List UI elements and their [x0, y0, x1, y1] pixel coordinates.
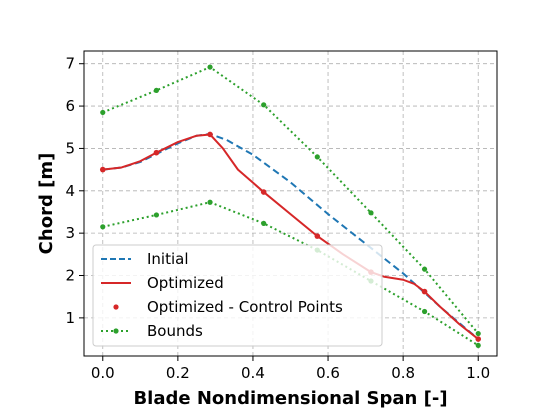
x-tick-label: 0.6	[316, 364, 340, 382]
lower-bound-point	[421, 308, 428, 315]
y-tick-label: 4	[65, 182, 75, 200]
y-tick-label: 1	[65, 309, 75, 327]
lower-bound-point	[153, 212, 160, 218]
legend-optimized-label: Optimized	[147, 274, 224, 292]
y-tick-label: 3	[65, 224, 75, 242]
y-tick-label: 5	[65, 139, 75, 157]
control-point	[260, 189, 267, 195]
series-layer	[99, 64, 482, 349]
upper-bound-point	[207, 64, 213, 70]
x-tick-label: 0.2	[166, 364, 190, 382]
upper-bound-point	[475, 330, 481, 337]
lower-bound-point	[261, 220, 267, 227]
y-axis-label: Chord [m]	[36, 153, 57, 255]
legend: Initial Optimized Optimized - Control Po…	[92, 244, 383, 347]
control-point	[314, 233, 321, 239]
y-tick-label: 6	[65, 97, 75, 115]
legend-initial-label: Initial	[147, 250, 189, 268]
lower-bound-line	[102, 201, 479, 347]
x-tick-label: 0.0	[91, 364, 115, 382]
upper-bound-point	[314, 154, 320, 160]
upper-bound-point	[153, 87, 160, 93]
legend-control-points-swatch	[113, 304, 119, 310]
x-tick-label: 0.4	[241, 364, 265, 382]
legend-bounds-marker	[113, 328, 119, 334]
control-point	[207, 131, 213, 138]
control-point	[475, 336, 482, 342]
y-tick-label: 7	[65, 55, 75, 73]
lower-bound-point	[475, 342, 481, 349]
upper-bound-point	[421, 266, 428, 272]
lower-bound-point	[207, 199, 213, 205]
upper-bound-point	[368, 210, 374, 216]
plot-frame	[83, 50, 498, 357]
y-tick-label: 2	[65, 267, 75, 285]
x-tick-label: 0.8	[391, 364, 415, 382]
upper-bound-point	[100, 109, 106, 116]
lower-bound-point	[100, 224, 106, 230]
x-axis-label: Blade Nondimensional Span [-]	[133, 388, 447, 409]
x-tick-label: 1.0	[466, 364, 490, 382]
control-point	[99, 166, 106, 173]
control-point	[153, 149, 160, 156]
ticks: 0.0 0.2 0.4 0.6 0.8 1.0 1 2 3 4 5 6 7	[65, 55, 490, 382]
legend-bounds-label: Bounds	[147, 322, 203, 340]
legend-box	[92, 244, 383, 347]
upper-bound-point	[261, 102, 267, 108]
optimized-line	[102, 133, 479, 340]
control-point	[421, 288, 428, 295]
legend-control-points-label: Optimized - Control Points	[147, 298, 343, 316]
